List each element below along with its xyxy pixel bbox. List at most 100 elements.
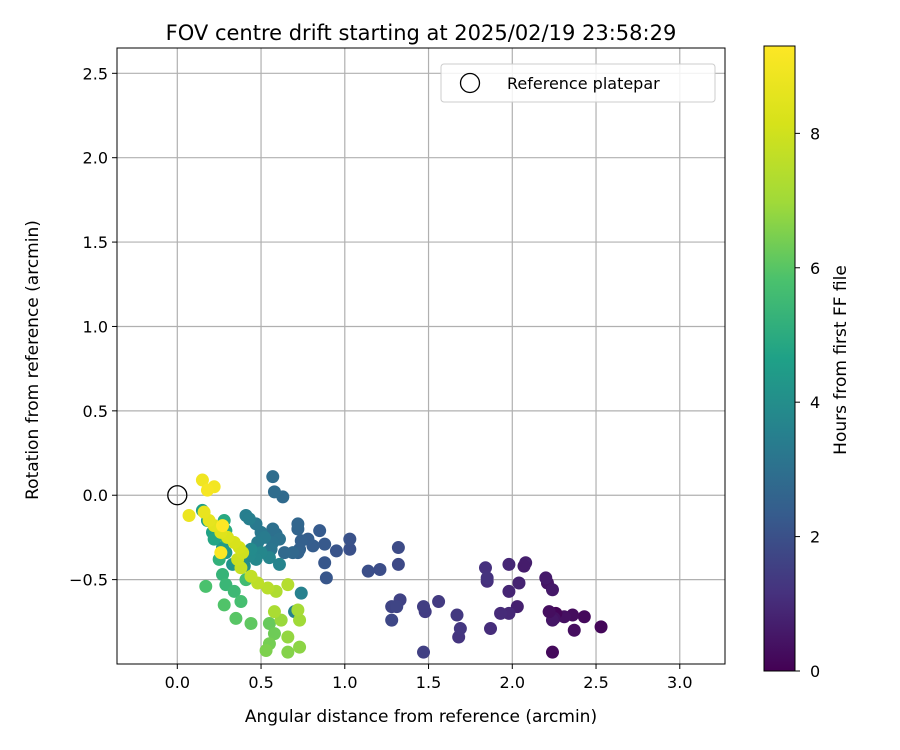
x-tick-label: 1.5 <box>416 673 441 692</box>
data-point <box>319 571 333 585</box>
x-tick-label: 2.0 <box>500 673 525 692</box>
legend-marker-reference <box>459 72 481 94</box>
data-point <box>259 643 273 657</box>
data-point <box>373 562 387 576</box>
data-point <box>234 595 248 609</box>
data-point <box>281 630 295 644</box>
legend: Reference platepar <box>440 63 716 103</box>
data-point <box>266 470 280 484</box>
data-point <box>484 622 498 636</box>
colorbar-gradient <box>763 45 796 672</box>
data-point <box>277 546 291 560</box>
data-point <box>539 571 553 585</box>
data-point <box>577 610 591 624</box>
data-point <box>545 583 559 597</box>
data-point <box>229 611 243 625</box>
data-point <box>480 571 494 585</box>
data-point <box>391 541 405 555</box>
chart-title: FOV centre drift starting at 2025/02/19 … <box>166 21 677 45</box>
y-axis-label: Rotation from reference (arcmin) <box>23 220 43 500</box>
grid <box>117 48 725 664</box>
colorbar-tick-label: 2 <box>810 528 820 547</box>
y-tick-label: 2.5 <box>83 64 108 83</box>
y-tick-label: 0.5 <box>83 402 108 421</box>
x-tick-label: 0.5 <box>248 673 273 692</box>
data-point <box>291 517 305 531</box>
data-point <box>244 616 258 630</box>
x-tick-label: 3.0 <box>667 673 692 692</box>
data-point <box>262 616 276 630</box>
data-point <box>214 546 228 560</box>
data-point <box>567 623 581 637</box>
data-point <box>512 576 526 590</box>
legend-box <box>440 63 716 103</box>
x-tick-label: 0.0 <box>165 673 190 692</box>
data-point <box>294 586 308 600</box>
data-point <box>195 473 209 487</box>
data-point <box>217 598 231 612</box>
data-point <box>478 561 492 575</box>
data-point <box>244 569 258 583</box>
data-point <box>502 584 516 598</box>
legend-label-reference: Reference platepar <box>507 74 660 93</box>
data-point <box>200 483 214 497</box>
data-point <box>390 600 404 614</box>
x-tick-label: 1.0 <box>332 673 357 692</box>
data-point <box>313 524 327 538</box>
data-point <box>432 595 446 609</box>
data-point <box>197 505 211 519</box>
data-point <box>281 645 295 659</box>
y-tick-label: 0.0 <box>83 486 108 505</box>
data-point <box>267 605 281 619</box>
data-point <box>318 537 332 551</box>
data-point <box>391 557 405 571</box>
data-point <box>417 600 431 614</box>
data-point <box>242 512 256 526</box>
y-tick-label: 2.0 <box>83 149 108 168</box>
data-point <box>261 581 275 595</box>
data-point <box>182 508 196 522</box>
data-point <box>267 485 281 499</box>
data-point <box>494 606 508 620</box>
data-point <box>417 645 431 659</box>
colorbar-tick-label: 0 <box>810 662 820 681</box>
colorbar-tick-label: 6 <box>810 259 820 278</box>
data-point <box>545 645 559 659</box>
x-axis-label: Angular distance from reference (arcmin) <box>245 707 597 727</box>
y-tick-label: 1.0 <box>83 317 108 336</box>
data-point <box>267 627 281 641</box>
y-tick-label: 1.5 <box>83 233 108 252</box>
data-point <box>502 557 516 571</box>
data-point <box>281 578 295 592</box>
plot-frame <box>116 47 726 665</box>
data-point <box>385 613 399 627</box>
data-point <box>517 559 531 573</box>
y-axis-ticks: −0.5 0.0 0.5 1.0 1.5 2.0 2.5 <box>69 64 117 590</box>
colorbar-tick-label: 8 <box>810 124 820 143</box>
data-point <box>542 605 556 619</box>
reference-platepar-marker <box>167 485 188 506</box>
data-point <box>343 532 357 546</box>
data-point <box>293 613 307 627</box>
data-point <box>329 544 343 558</box>
x-tick-label: 2.5 <box>583 673 608 692</box>
data-point <box>318 556 332 570</box>
colorbar-ticks: 0 2 4 6 8 <box>795 124 820 681</box>
data-point <box>594 620 608 634</box>
data-point <box>343 542 357 556</box>
data-point <box>199 579 213 593</box>
data-point <box>272 557 286 571</box>
data-point <box>266 522 280 536</box>
data-point <box>216 519 230 533</box>
data-point <box>450 608 464 622</box>
y-tick-label: −0.5 <box>69 571 108 590</box>
data-point <box>216 568 230 582</box>
colorbar-label: Hours from first FF file <box>831 265 851 455</box>
colorbar: 0 2 4 6 8 Hours from first FF file <box>763 45 851 681</box>
data-points <box>167 470 608 659</box>
data-point <box>291 603 305 617</box>
colorbar-tick-label: 4 <box>810 393 820 412</box>
data-point <box>453 622 467 636</box>
data-point <box>293 640 307 654</box>
